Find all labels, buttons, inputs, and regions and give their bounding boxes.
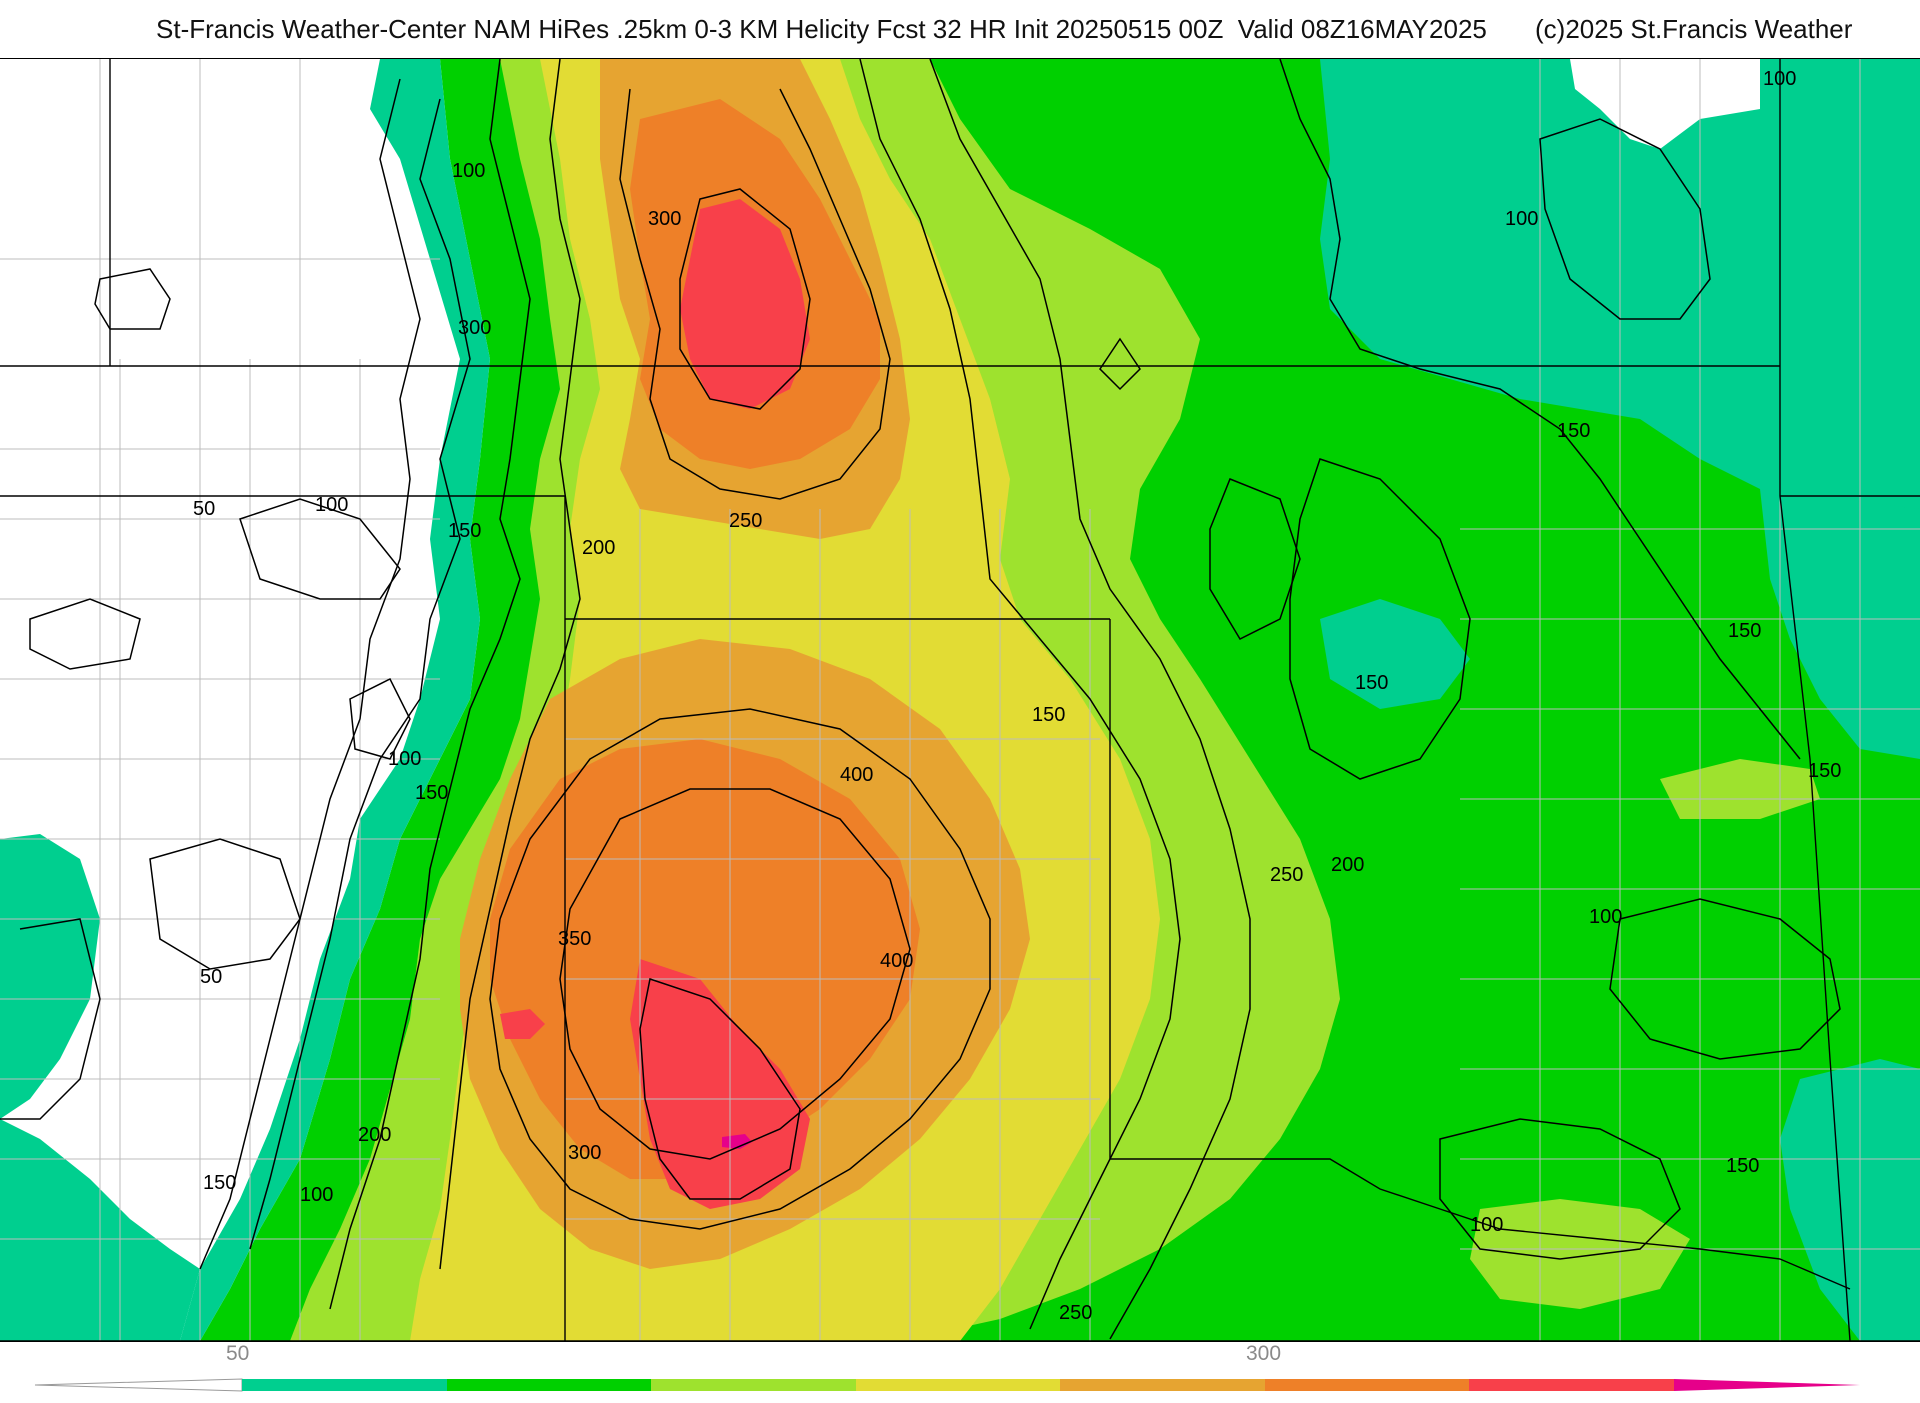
copyright-text: (c)2025 St.Francis Weather [1535,14,1853,44]
colorbar-tick-label: 300 [1246,1342,1282,1365]
colorbar-swatch [242,1379,447,1391]
contour-line [439,59,581,1270]
contour-label: 200 [358,1124,391,1146]
contour-label: 150 [1355,672,1388,694]
contour-label: 150 [1808,760,1841,782]
band-50-region-southwest [0,834,100,1119]
contour-line [239,498,401,600]
contour-label: 100 [1589,906,1622,928]
map-title: St-Francis Weather-Center NAM HiRes .25k… [156,14,1487,44]
contour-line [1539,118,1711,320]
colorbar-swatch [447,1379,651,1391]
band-50-region-southeast [1780,1059,1920,1341]
contour-labels: 100 300 300 100 100 150 50 100 150 200 2… [193,68,1841,1324]
contour-line [679,188,811,410]
contour-label: 400 [840,764,873,786]
colorbar [0,1372,1920,1398]
contour-line [249,98,471,1250]
contour-line [349,677,411,760]
contour-label: 250 [1270,864,1303,886]
colorbar-tick-label: 50 [226,1342,250,1365]
state-line [1110,1158,1851,1290]
contour-line [0,918,101,1120]
contour-label: 50 [193,498,215,520]
colorbar-swatch [1060,1379,1265,1391]
contour-label: 250 [1059,1302,1092,1324]
contour-label: 150 [1032,704,1065,726]
contour-label: 50 [200,966,222,988]
contour-line [149,838,301,970]
contour-line [489,708,991,1230]
contour-line [1279,59,1801,760]
contour-line [859,59,1181,1330]
below-50-northeast [1570,59,1760,149]
state-line [1779,59,1851,1341]
contour-label: 200 [582,537,615,559]
contour-label: 350 [558,928,591,950]
contour-line [1439,1118,1681,1260]
contour-label: 150 [1726,1155,1759,1177]
band-150-region-southeast [1470,1199,1690,1309]
helicity-map: 100 300 300 100 100 150 50 100 150 200 2… [0,58,1920,1342]
contour-line [1099,337,1141,391]
contour-line [559,788,911,1160]
colorbar-left-arrow [34,1378,243,1392]
contour-line [929,59,1251,1340]
helicity-contours [0,59,1841,1340]
map-title-bar: St-Francis Weather-Center NAM HiRes .25k… [0,14,1920,54]
colorbar-svg [34,1378,1860,1392]
contour-label: 100 [300,1184,333,1206]
contour-label: 150 [1728,620,1761,642]
contour-label: 100 [1470,1214,1503,1236]
contour-label: 100 [452,160,485,182]
band-50-region-east [1760,489,1920,759]
contour-label: 150 [203,1172,236,1194]
colorbar-swatch [856,1379,1060,1391]
band-350-region-west-spot [500,1009,545,1039]
contour-label: 150 [415,782,448,804]
county-lines [0,59,1920,1341]
band-50-region-west-edge [180,59,490,1341]
contour-line [619,88,891,500]
contour-label: 200 [1331,854,1364,876]
contour-line [639,978,801,1200]
contour-label: 100 [1505,208,1538,230]
contour-label: 100 [388,748,421,770]
contour-line [1609,898,1841,1060]
helicity-map-svg: 100 300 300 100 100 150 50 100 150 200 2… [0,59,1920,1341]
contour-label: 300 [458,317,491,339]
contour-line [94,268,171,330]
band-350-region-south [630,959,810,1209]
contour-label: 150 [1557,420,1590,442]
contour-label: 100 [315,494,348,516]
band-50-region-east-blob [1320,599,1470,709]
contour-label: 100 [1763,68,1796,90]
colorbar-swatch [1265,1379,1469,1391]
contour-line [199,78,421,1270]
contour-line [29,598,141,670]
contour-line [329,59,531,1310]
colorbar-swatch [651,1379,856,1391]
contour-label: 250 [729,510,762,532]
contour-line [1209,478,1301,640]
colorbar-labels: 50 300 [0,1342,1920,1368]
contour-label: 300 [568,1142,601,1164]
contour-label: 300 [648,208,681,230]
contour-label: 400 [880,950,913,972]
contour-label: 150 [448,520,481,542]
state-boundaries [0,59,1920,1341]
band-300-region-south [490,739,920,1179]
colorbar-swatch [1469,1379,1674,1391]
band-350-region-north [680,199,810,409]
colorbar-right-arrow [1674,1379,1860,1391]
